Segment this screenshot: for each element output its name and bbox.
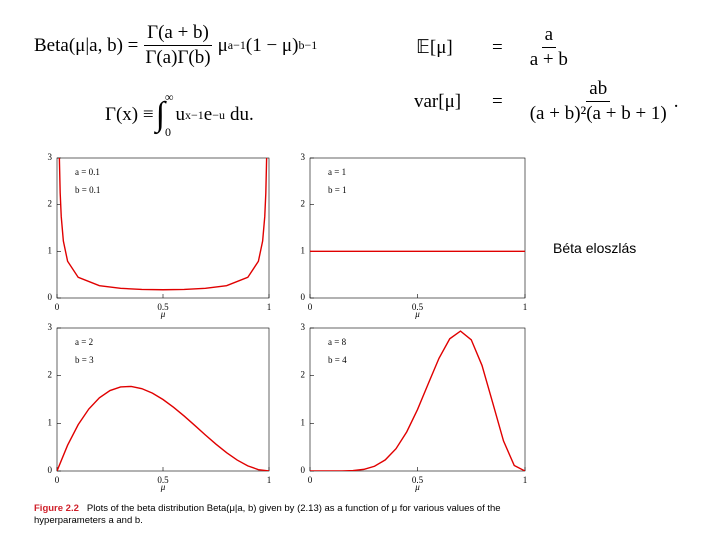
plot-area bbox=[58, 158, 268, 291]
y-tick-label: 3 bbox=[301, 322, 306, 332]
numerator: Γ(a + b) bbox=[144, 22, 212, 46]
side-label: Béta eloszlás bbox=[553, 240, 637, 256]
plot-area bbox=[310, 330, 525, 471]
formula-text: = bbox=[492, 36, 503, 58]
annotation: b = 4 bbox=[328, 355, 347, 365]
caption-text: Plots of the beta distribution Beta(μ|a,… bbox=[86, 503, 501, 514]
caption-text: hyperparameters a and b. bbox=[34, 515, 143, 526]
numerator: a bbox=[541, 24, 557, 48]
annotation: a = 1 bbox=[328, 167, 346, 177]
x-tick-label: 0 bbox=[308, 302, 313, 312]
formula-text: Beta(μ|a, b) = bbox=[34, 34, 139, 56]
caption: Figure 2.2 Plots of the beta distribution… bbox=[34, 503, 501, 527]
x-axis-label: μ bbox=[160, 482, 166, 492]
x-tick-label: 1 bbox=[523, 475, 528, 485]
denominator: Γ(a)Γ(b) bbox=[145, 47, 211, 68]
formula-text: Γ(x) ≡ bbox=[105, 104, 154, 125]
integral-sign: ∫ bbox=[155, 96, 165, 133]
x-tick-label: 1 bbox=[523, 302, 528, 312]
y-tick-label: 0 bbox=[48, 465, 53, 475]
y-tick-label: 3 bbox=[48, 152, 53, 162]
annotation: b = 0.1 bbox=[75, 185, 100, 195]
y-tick-label: 1 bbox=[301, 245, 306, 255]
x-tick-label: 0 bbox=[55, 302, 60, 312]
y-tick-label: 0 bbox=[48, 292, 53, 302]
var-formula: var[μ] = ab (a + b)²(a + b + 1) . bbox=[414, 78, 679, 125]
formula-text: = bbox=[492, 90, 503, 112]
y-tick-label: 2 bbox=[301, 370, 306, 380]
annotation: a = 2 bbox=[75, 337, 93, 347]
x-tick-label: 1 bbox=[267, 302, 272, 312]
x-tick-label: 1 bbox=[267, 475, 272, 485]
y-tick-label: 3 bbox=[48, 322, 53, 332]
gamma-formula: Γ(x) ≡ ∫ ∞ 0 u x−1 e −u du. bbox=[105, 90, 254, 140]
formula-text: 𝔼[μ] bbox=[416, 37, 453, 58]
x-axis-label: μ bbox=[414, 482, 420, 492]
formula-text: . bbox=[673, 90, 679, 112]
upper-limit: ∞ bbox=[164, 90, 174, 104]
lower-limit: 0 bbox=[164, 125, 171, 139]
annotation: a = 0.1 bbox=[75, 167, 100, 177]
annotation: b = 3 bbox=[75, 355, 94, 365]
x-tick-label: 0.5 bbox=[157, 475, 169, 485]
y-tick-label: 0 bbox=[301, 465, 306, 475]
plot-frame bbox=[309, 157, 526, 299]
y-tick-label: 1 bbox=[301, 417, 306, 427]
formula-text: e bbox=[203, 104, 213, 125]
x-tick-label: 0.5 bbox=[412, 475, 424, 485]
x-tick-label: 0 bbox=[308, 475, 313, 485]
formula-text: u bbox=[175, 104, 186, 125]
exponent: a−1 bbox=[227, 38, 246, 52]
formula-text: du. bbox=[230, 104, 254, 125]
exponent: −u bbox=[212, 107, 225, 122]
plot-area bbox=[57, 385, 269, 471]
curve bbox=[57, 385, 269, 471]
fraction: Γ(a + b) Γ(a)Γ(b) bbox=[142, 22, 213, 69]
figure-number: Figure 2.2 bbox=[34, 503, 79, 514]
x-tick-label: 0 bbox=[55, 475, 60, 485]
plot-frame bbox=[56, 157, 270, 299]
annotation: a = 8 bbox=[328, 337, 347, 347]
exponent: b−1 bbox=[298, 38, 318, 52]
formula-text: μ bbox=[217, 34, 228, 56]
y-tick-label: 1 bbox=[48, 245, 53, 255]
integral: ∫ ∞ 0 bbox=[156, 90, 174, 140]
y-tick-label: 2 bbox=[48, 370, 53, 380]
y-tick-label: 0 bbox=[301, 292, 306, 302]
denominator: a + b bbox=[529, 49, 568, 70]
exponent: x−1 bbox=[185, 107, 204, 122]
y-tick-label: 2 bbox=[301, 199, 306, 209]
x-tick-label: 0.5 bbox=[157, 302, 169, 312]
curve bbox=[58, 158, 268, 291]
y-tick-label: 2 bbox=[48, 199, 53, 209]
beta-formula: Beta(μ|a, b) = Γ(a + b) Γ(a)Γ(b) μ a−1 (1 … bbox=[34, 22, 317, 69]
x-tick-label: 0.5 bbox=[412, 302, 424, 312]
annotation: b = 1 bbox=[328, 185, 347, 195]
plot-frame bbox=[309, 327, 526, 472]
y-tick-label: 1 bbox=[48, 417, 53, 427]
denominator: (a + b)²(a + b + 1) bbox=[529, 103, 667, 124]
fraction: ab (a + b)²(a + b + 1) bbox=[527, 78, 670, 125]
curve bbox=[310, 330, 525, 471]
formula-text: var[μ] bbox=[414, 90, 462, 112]
formula-text: (1 − μ) bbox=[245, 34, 299, 56]
x-axis-label: μ bbox=[414, 309, 420, 319]
x-axis-label: μ bbox=[160, 309, 166, 319]
y-tick-label: 3 bbox=[301, 152, 306, 162]
numerator: ab bbox=[586, 78, 611, 102]
